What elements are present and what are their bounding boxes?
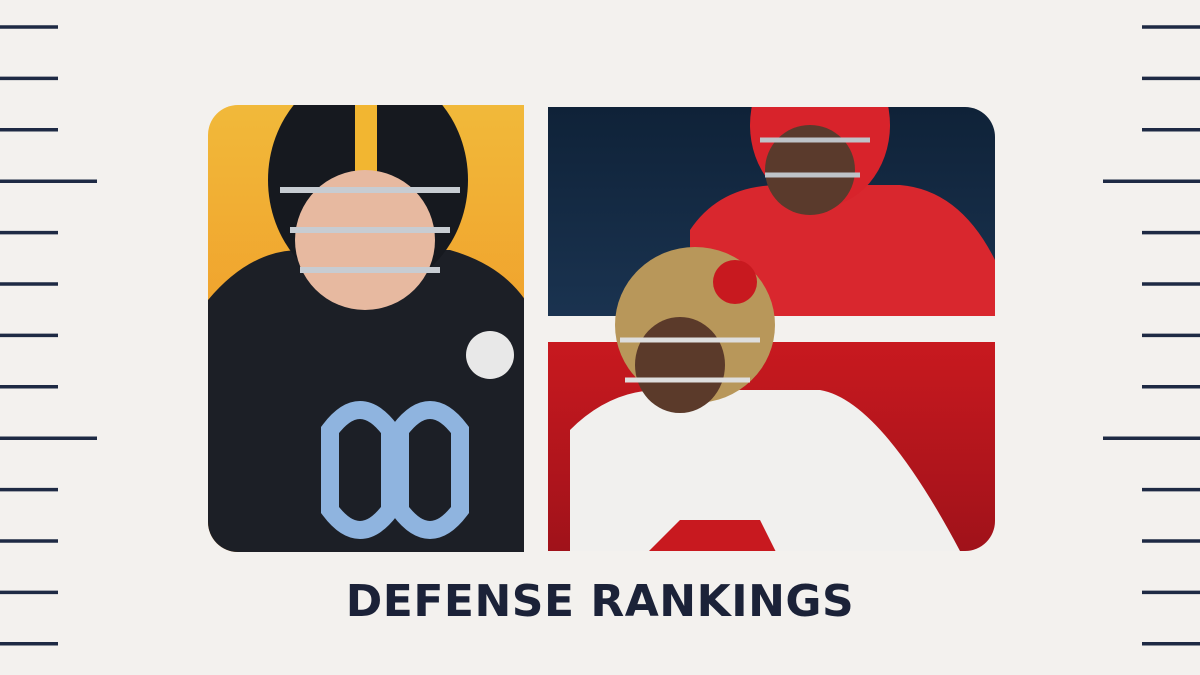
player-bottom-right-helmet: [615, 247, 775, 413]
player-left: [208, 105, 524, 552]
yard-lines: [0, 25, 1200, 646]
player-top-right: [690, 107, 995, 316]
title: DEFENSE RANKINGS: [346, 576, 854, 627]
player-bottom-right: [570, 390, 960, 551]
